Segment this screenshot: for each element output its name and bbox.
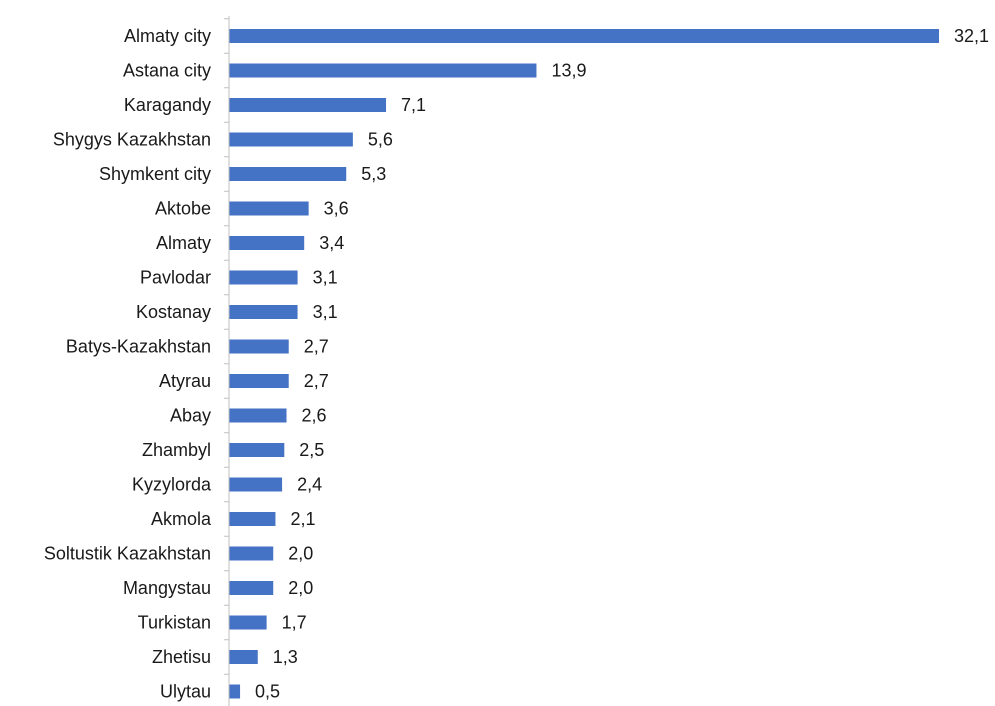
category-label: Astana city: [123, 61, 211, 81]
bar: [229, 236, 305, 250]
bar: [229, 374, 289, 388]
category-label: Almaty: [156, 233, 211, 253]
category-label: Pavlodar: [140, 268, 211, 288]
bar: [229, 63, 537, 78]
bar: [229, 512, 276, 526]
category-label: Shygys Kazakhstan: [53, 130, 211, 150]
value-label: 32,1: [954, 26, 989, 46]
value-label: 1,7: [282, 613, 307, 633]
value-label: 5,3: [361, 164, 386, 184]
value-label: 2,5: [299, 440, 324, 460]
bar: [229, 29, 939, 43]
bar: [229, 684, 241, 699]
bar: [229, 305, 298, 319]
category-label: Akmola: [151, 509, 212, 529]
bar: [229, 339, 289, 354]
category-label: Abay: [170, 406, 211, 426]
category-label: Karagandy: [124, 95, 211, 115]
value-label: 2,6: [302, 406, 327, 426]
category-label: Batys-Kazakhstan: [66, 337, 211, 357]
value-label: 5,6: [368, 130, 393, 150]
category-label: Atyrau: [159, 371, 211, 391]
value-label: 3,4: [319, 233, 344, 253]
category-label: Soltustik Kazakhstan: [44, 544, 211, 564]
value-label: 2,7: [304, 371, 329, 391]
bar: [229, 270, 298, 285]
bar: [229, 408, 287, 423]
category-label: Kostanay: [136, 302, 211, 322]
category-label: Mangystau: [123, 578, 211, 598]
value-label: 2,0: [288, 578, 313, 598]
bar: [229, 201, 309, 216]
bar: [229, 615, 267, 630]
value-label: 2,7: [304, 337, 329, 357]
value-label: 2,4: [297, 475, 322, 495]
category-label: Almaty city: [124, 26, 211, 46]
category-label: Kyzylorda: [132, 475, 212, 495]
bar: [229, 477, 283, 492]
bar: [229, 132, 353, 147]
bar: [229, 581, 274, 595]
category-label: Zhetisu: [152, 647, 211, 667]
value-label: 0,5: [255, 682, 280, 702]
bar: [229, 650, 258, 664]
category-label: Zhambyl: [142, 440, 211, 460]
bar: [229, 167, 347, 181]
axis-layer: [224, 16, 230, 706]
category-label: Shymkent city: [99, 164, 211, 184]
value-label: 1,3: [273, 647, 298, 667]
value-label: 3,1: [313, 302, 338, 322]
bar: [229, 443, 285, 457]
category-label: Aktobe: [155, 199, 211, 219]
value-label: 2,1: [290, 509, 315, 529]
bars-layer: [229, 29, 939, 699]
category-label: Turkistan: [138, 613, 211, 633]
bar: [229, 98, 387, 112]
value-label: 2,0: [288, 544, 313, 564]
bar: [229, 546, 274, 561]
value-label: 3,6: [324, 199, 349, 219]
value-label: 13,9: [551, 61, 586, 81]
labels-layer: Almaty city 32,1 Astana city 13,9 Karagandy 7…: [44, 26, 989, 702]
value-label: 3,1: [313, 268, 338, 288]
category-label: Ulytau: [160, 682, 211, 702]
value-label: 7,1: [401, 95, 426, 115]
